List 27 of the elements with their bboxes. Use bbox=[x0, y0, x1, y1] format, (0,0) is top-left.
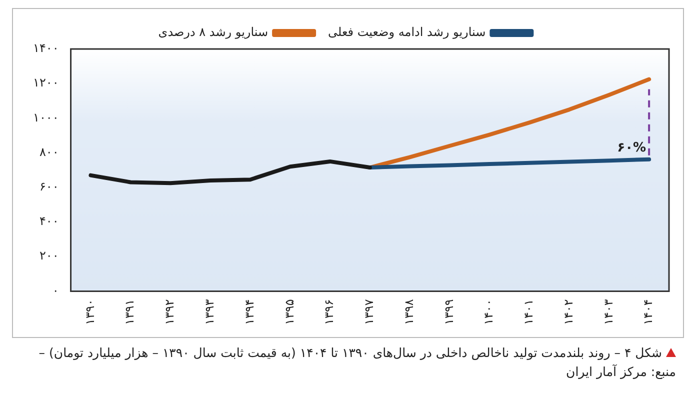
x-tick-label: ۱۴۰۳ bbox=[601, 298, 616, 325]
x-tick-label: ۱۴۰۴ bbox=[641, 299, 656, 325]
y-tick-label: ۱۴۰۰ bbox=[33, 41, 59, 56]
x-tick-label: ۱۳۹۸ bbox=[402, 298, 416, 325]
x-tick-label: ۱۳۹۹ bbox=[442, 299, 456, 325]
x-tick-label: ۱۴۰۲ bbox=[561, 299, 576, 325]
text: شکل ۴ – روند بلندمدت تولید ناخالص داخلی در سال‌های ۱۳۹۰ تا ۱۴۰۴ (به قیمت ثابت سال ۱۳۹۰ – هزار میلیارد تومان) – منبع: مرکز آمار ایران bbox=[38, 345, 676, 379]
y-tick-label: ۶۰۰ bbox=[39, 180, 59, 194]
x-tick-label: ۱۳۹۲ bbox=[162, 299, 177, 325]
x-tick-label: ۱۳۹۷ bbox=[362, 298, 376, 325]
y-tick-label: ۱۲۰۰ bbox=[33, 76, 59, 90]
y-tick-label: ۸۰۰ bbox=[39, 144, 59, 159]
x-tick-label: ۱۴۰۰ bbox=[482, 299, 496, 325]
x-tick-label: ۱۳۹۳ bbox=[202, 298, 216, 325]
y-tick-label: ۱۰۰۰ bbox=[33, 110, 59, 124]
x-tick-label: ۱۳۹۶ bbox=[322, 299, 336, 325]
annotation: ۶۰% bbox=[617, 140, 646, 156]
x-tick-label: ۱۳۹۱ bbox=[122, 299, 137, 325]
legend-label: سناریو رشد ادامه وضعیت فعلی bbox=[328, 25, 486, 40]
y-tick-label: ۴۰۰ bbox=[39, 214, 59, 228]
x-tick-label: ۱۳۹۴ bbox=[242, 299, 256, 325]
x-tick-label: ۱۴۰۱ bbox=[522, 299, 536, 325]
legend-label: سناریو رشد ۸ درصدی bbox=[158, 25, 268, 40]
x-tick-label: ۱۳۹۵ bbox=[282, 299, 296, 325]
y-tick-label: ۲۰۰ bbox=[39, 248, 59, 263]
y-tick-label: ۰ bbox=[52, 283, 59, 298]
x-tick-label: ۱۳۹۰ bbox=[82, 299, 97, 325]
